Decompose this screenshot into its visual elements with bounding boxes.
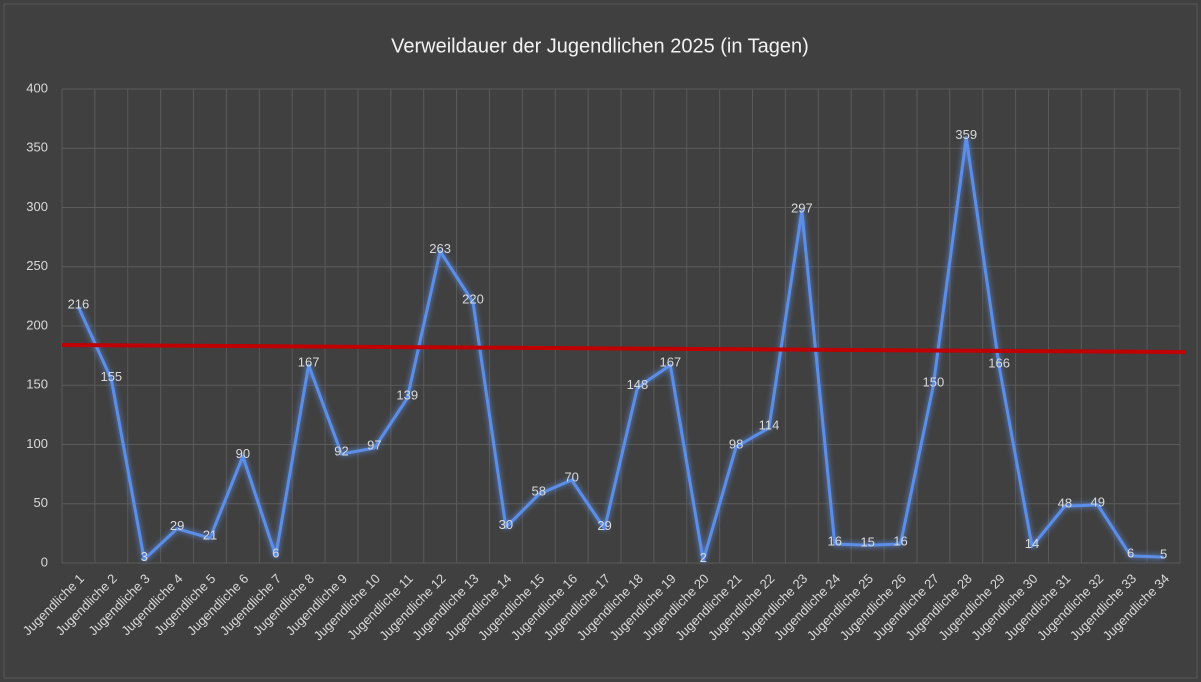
data-label: 150: [923, 375, 945, 390]
data-label: 114: [759, 417, 780, 432]
data-label: 167: [298, 355, 320, 370]
y-tick-label: 0: [41, 554, 48, 569]
data-label: 48: [1058, 496, 1072, 511]
data-label: 97: [367, 437, 381, 452]
data-label: 29: [170, 518, 184, 533]
chart-title: Verweildauer der Jugendlichen 2025 (in T…: [391, 35, 809, 57]
y-tick-label: 150: [26, 377, 48, 392]
data-label: 139: [396, 388, 418, 403]
data-label: 6: [272, 545, 279, 560]
y-tick-label: 250: [26, 258, 48, 273]
y-tick-label: 50: [34, 495, 48, 510]
data-label: 359: [955, 127, 977, 142]
data-label: 6: [1127, 545, 1134, 560]
trend-line: [61, 342, 1187, 355]
data-label: 92: [334, 443, 348, 458]
data-label: 155: [100, 369, 122, 384]
y-tick-label: 200: [26, 317, 48, 332]
data-label: 216: [68, 296, 90, 311]
data-label: 220: [462, 292, 484, 307]
data-label: 2: [700, 550, 707, 565]
data-label: 148: [627, 377, 649, 392]
data-label: 263: [429, 241, 451, 256]
data-label: 30: [499, 517, 513, 532]
data-label: 3: [141, 549, 148, 564]
data-label: 297: [791, 200, 813, 215]
y-tick-label: 400: [26, 80, 48, 95]
y-tick-label: 350: [26, 140, 48, 155]
data-label: 166: [988, 356, 1010, 371]
frame: [3, 3, 1198, 679]
data-label: 21: [203, 528, 217, 543]
y-tick-label: 100: [26, 436, 48, 451]
data-line: [77, 136, 1164, 563]
data-label: 58: [532, 484, 546, 499]
data-label: 167: [659, 355, 681, 370]
data-label: 29: [597, 518, 611, 533]
data-label: 16: [893, 533, 907, 548]
data-label: 15: [860, 535, 874, 550]
data-label: 98: [729, 436, 743, 451]
data-label: 90: [236, 446, 250, 461]
data-label: 16: [828, 533, 842, 548]
data-label: 49: [1091, 494, 1105, 509]
data-label: 70: [564, 469, 578, 484]
data-label: 14: [1025, 536, 1039, 551]
data-label: 5: [1160, 547, 1167, 562]
y-tick-label: 300: [26, 199, 48, 214]
